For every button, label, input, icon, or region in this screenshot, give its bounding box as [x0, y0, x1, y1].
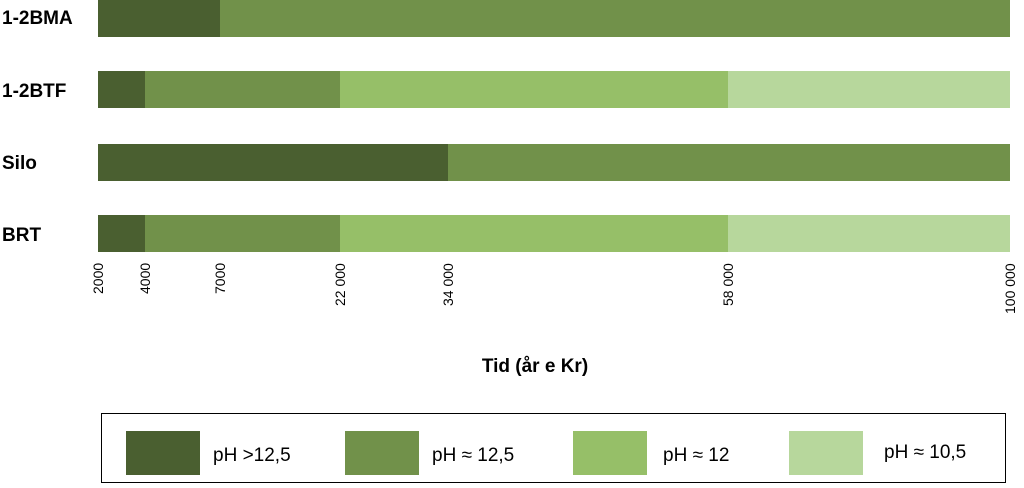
- x-tick-label: 58 000: [720, 263, 736, 306]
- bar-segment-1-1: [145, 71, 340, 108]
- category-label: BRT: [2, 225, 42, 246]
- category-label: Silo: [2, 153, 37, 174]
- legend-label: pH ≈ 12,5: [432, 445, 515, 466]
- legend-label: pH ≈ 12: [663, 445, 730, 466]
- bar-segment-2-1: [448, 144, 1010, 181]
- legend-label: pH ≈ 10,5: [884, 442, 967, 463]
- bar-segment-1-0: [98, 71, 145, 108]
- legend-swatch: [573, 431, 647, 475]
- x-tick-label: 100 000: [1002, 263, 1018, 314]
- bar-segment-3-1: [145, 215, 340, 252]
- x-tick-label: 34 000: [440, 263, 456, 306]
- x-axis-label: Tid (år e Kr): [481, 356, 589, 377]
- legend-swatch: [789, 431, 863, 475]
- legend: pH >12,5 pH ≈ 12,5 pH ≈ 12 pH ≈ 10,5: [101, 413, 1006, 483]
- bar-segment-1-2: [340, 71, 728, 108]
- bar-segment-2-0: [98, 144, 448, 181]
- bar-segment-1-3: [728, 71, 1010, 108]
- legend-swatch: [345, 431, 419, 475]
- bar-segment-3-0: [98, 215, 145, 252]
- category-label: 1-2BTF: [2, 81, 67, 102]
- bar-segment-3-2: [340, 215, 728, 252]
- x-tick-label: 4000: [137, 262, 153, 294]
- bar-segment-0-0: [98, 0, 220, 37]
- legend-swatch: [126, 431, 200, 475]
- bar-segment-3-3: [728, 215, 1010, 252]
- x-tick-label: 2000: [90, 262, 106, 294]
- x-tick-label: 22 000: [332, 263, 348, 306]
- legend-label: pH >12,5: [213, 445, 291, 466]
- category-label: 1-2BMA: [2, 8, 73, 29]
- x-tick-label: 7000: [212, 262, 228, 294]
- bar-segment-0-1: [220, 0, 1010, 37]
